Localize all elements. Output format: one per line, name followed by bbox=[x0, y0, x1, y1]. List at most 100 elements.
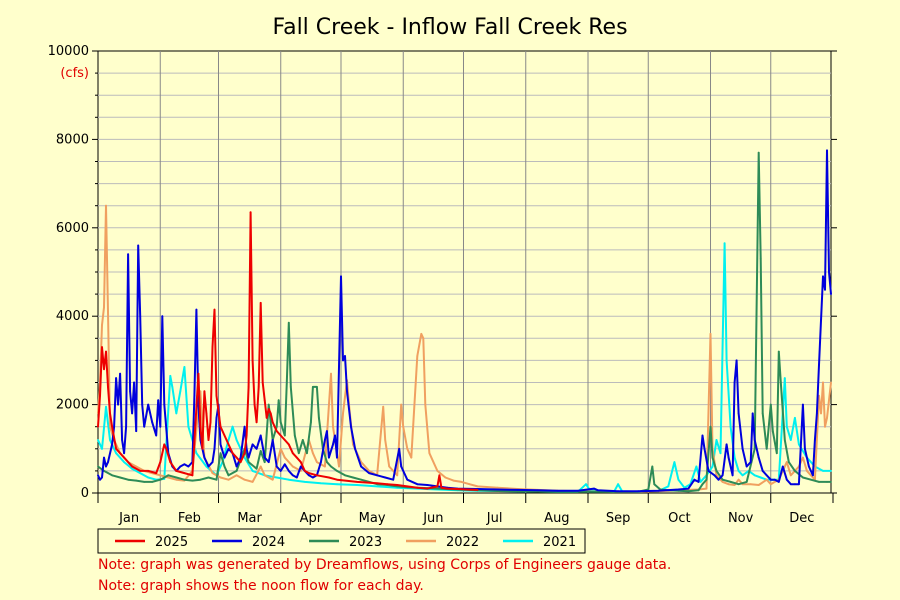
data-point-2025 bbox=[169, 461, 172, 463]
data-point-2023 bbox=[285, 381, 288, 384]
data-point-2025 bbox=[163, 443, 166, 446]
data-point-2021 bbox=[243, 456, 246, 459]
data-point-2022 bbox=[406, 447, 409, 450]
data-point-2023 bbox=[283, 434, 286, 437]
data-point-2023 bbox=[830, 481, 832, 483]
data-point-2024 bbox=[769, 478, 772, 481]
data-point-2023 bbox=[143, 481, 146, 483]
data-point-2022 bbox=[452, 479, 455, 482]
data-point-2024 bbox=[350, 425, 352, 428]
data-point-2021 bbox=[725, 359, 728, 362]
data-point-2022 bbox=[773, 481, 776, 483]
data-point-2023 bbox=[316, 386, 318, 388]
data-point-2024 bbox=[308, 474, 310, 477]
data-point-2025 bbox=[295, 456, 298, 459]
data-point-2024 bbox=[235, 465, 238, 468]
note-noon-flow: Note: graph shows the noon flow for each… bbox=[98, 578, 424, 594]
data-point-2021 bbox=[667, 485, 670, 488]
data-point-2022 bbox=[243, 478, 246, 481]
data-point-2023 bbox=[297, 452, 300, 455]
data-point-2023 bbox=[344, 474, 346, 477]
data-point-2025 bbox=[466, 488, 469, 491]
data-point-2022 bbox=[396, 474, 399, 477]
data-point-2021 bbox=[759, 476, 762, 479]
data-point-2025 bbox=[239, 461, 242, 463]
data-point-2023 bbox=[818, 481, 820, 483]
y-tick-label: 0 bbox=[81, 486, 89, 501]
data-point-2025 bbox=[265, 417, 268, 419]
data-point-2024 bbox=[536, 489, 539, 492]
data-point-2022 bbox=[410, 456, 413, 459]
data-point-2021 bbox=[673, 461, 676, 463]
data-point-2021 bbox=[235, 439, 238, 441]
data-point-2024 bbox=[731, 474, 734, 477]
data-point-2023 bbox=[753, 447, 756, 450]
data-point-2022 bbox=[737, 478, 740, 481]
data-point-2025 bbox=[111, 425, 113, 428]
x-tick-label: Mar bbox=[237, 511, 262, 526]
data-point-2023 bbox=[119, 476, 121, 479]
data-point-2021 bbox=[753, 474, 756, 477]
data-point-2021 bbox=[783, 377, 786, 379]
data-point-2025 bbox=[283, 439, 286, 441]
data-point-2022 bbox=[806, 470, 808, 472]
data-point-2021 bbox=[789, 439, 792, 441]
data-point-2024 bbox=[753, 439, 756, 441]
data-point-2023 bbox=[207, 476, 210, 479]
data-point-2025 bbox=[227, 443, 230, 446]
data-point-2024 bbox=[213, 447, 216, 450]
data-point-2022 bbox=[330, 372, 332, 375]
x-tick-label: Feb bbox=[178, 511, 201, 526]
data-point-2023 bbox=[647, 488, 650, 491]
data-point-2021 bbox=[97, 439, 99, 441]
data-point-2024 bbox=[155, 434, 158, 437]
data-point-2024 bbox=[215, 417, 218, 419]
data-point-2023 bbox=[306, 452, 308, 455]
data-point-2022 bbox=[211, 472, 214, 474]
data-point-2025 bbox=[446, 487, 449, 490]
data-point-2022 bbox=[769, 483, 772, 486]
data-point-2022 bbox=[822, 381, 824, 384]
data-point-2022 bbox=[235, 474, 238, 477]
y-tick-label: 2000 bbox=[56, 398, 89, 413]
data-point-2022 bbox=[263, 474, 266, 477]
data-point-2025 bbox=[259, 302, 262, 304]
data-point-2024 bbox=[137, 244, 140, 247]
data-point-2021 bbox=[171, 386, 174, 388]
data-point-2025 bbox=[109, 412, 111, 415]
data-point-2023 bbox=[745, 481, 748, 483]
data-point-2022 bbox=[259, 465, 262, 468]
data-point-2022 bbox=[422, 337, 425, 340]
series-lines bbox=[97, 149, 832, 493]
x-tick-label: Jul bbox=[486, 511, 503, 526]
data-point-2025 bbox=[147, 470, 150, 472]
data-point-2022 bbox=[789, 474, 792, 477]
data-point-2025 bbox=[263, 399, 266, 402]
data-point-2025 bbox=[213, 308, 216, 311]
data-point-2022 bbox=[749, 483, 752, 486]
data-point-2023 bbox=[777, 350, 780, 353]
series-line-2025 bbox=[97, 211, 478, 491]
data-point-2024 bbox=[400, 465, 403, 468]
data-point-2024 bbox=[161, 315, 164, 318]
data-point-2023 bbox=[705, 478, 708, 481]
data-point-2021 bbox=[737, 470, 740, 472]
data-point-2021 bbox=[139, 472, 142, 474]
data-point-2024 bbox=[207, 465, 210, 468]
data-point-2023 bbox=[97, 465, 99, 468]
legend-label-2024: 2024 bbox=[252, 535, 285, 550]
data-point-2022 bbox=[109, 425, 111, 428]
data-point-2025 bbox=[175, 470, 178, 472]
data-point-2022 bbox=[135, 465, 138, 468]
data-point-2024 bbox=[577, 489, 579, 492]
data-point-2024 bbox=[103, 456, 105, 459]
data-point-2023 bbox=[263, 461, 266, 463]
data-point-2024 bbox=[701, 434, 704, 437]
data-point-2022 bbox=[460, 481, 463, 483]
data-point-2022 bbox=[820, 412, 822, 415]
data-point-2024 bbox=[798, 483, 800, 486]
data-point-2025 bbox=[155, 472, 158, 474]
data-point-2023 bbox=[151, 481, 154, 483]
data-point-2023 bbox=[330, 465, 332, 468]
data-point-2024 bbox=[117, 403, 119, 406]
